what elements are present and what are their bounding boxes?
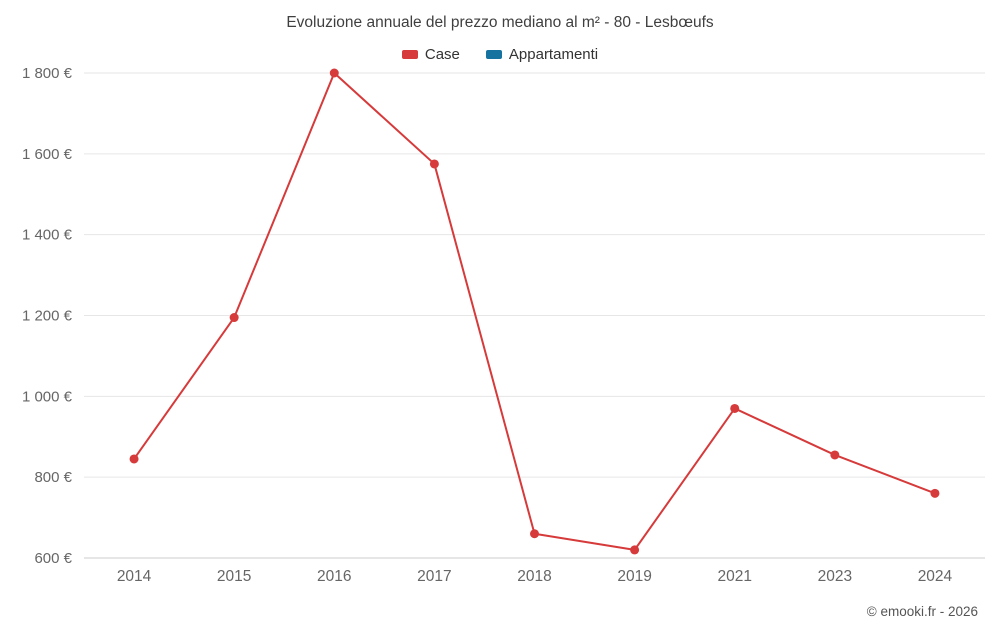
data-point-marker — [329, 68, 339, 78]
legend-item-case[interactable]: Case — [401, 46, 460, 63]
legend-label-case: Case — [424, 46, 460, 63]
data-point-marker — [530, 529, 539, 539]
series-line — [133, 72, 936, 551]
legend-swatch-case-icon — [401, 50, 418, 59]
x-tick-label: 2016 — [317, 568, 351, 585]
chart-title: Evoluzione annuale del prezzo mediano al… — [286, 14, 714, 31]
y-tick-label: 1 400 € — [22, 227, 73, 244]
y-tick-label: 1 200 € — [22, 308, 73, 325]
footer-credit: © emooki.fr - 2026 — [866, 604, 978, 619]
y-tick-label: 600 € — [34, 550, 72, 567]
x-tick-label: 2024 — [918, 568, 953, 585]
data-point-marker — [129, 454, 139, 464]
legend-swatch-appartamenti-icon — [485, 50, 502, 59]
x-tick-label: 2017 — [417, 568, 451, 585]
data-point-marker — [930, 488, 940, 498]
chart-legend: Case Appartamenti — [0, 46, 1000, 63]
data-point-marker — [630, 545, 640, 555]
x-tick-label: 2015 — [217, 568, 251, 585]
y-axis-labels: 600 € 800 € 1 000 € 1 200 € 1 400 € 1 600 € 1 … — [22, 65, 73, 567]
data-point-marker — [429, 159, 439, 169]
gridlines — [84, 72, 985, 559]
x-tick-label: 2021 — [717, 568, 751, 585]
y-tick-label: 800 € — [34, 469, 72, 486]
x-axis-labels: 2014 2015 2016 2017 2018 2019 2021 2023 2024 — [117, 568, 953, 585]
x-tick-label: 2014 — [117, 568, 152, 585]
data-point-marker — [830, 450, 840, 460]
y-tick-label: 1 000 € — [22, 388, 73, 405]
data-point-marker — [730, 403, 740, 413]
series-case — [129, 68, 940, 555]
x-tick-label: 2019 — [617, 568, 651, 585]
y-tick-label: 1 600 € — [22, 146, 73, 163]
y-tick-label: 1 800 € — [22, 65, 73, 82]
data-point-marker — [229, 313, 239, 323]
x-tick-label: 2023 — [818, 568, 852, 585]
x-tick-label: 2018 — [517, 568, 551, 585]
legend-label-appartamenti: Appartamenti — [508, 46, 599, 63]
legend-item-appartamenti[interactable]: Appartamenti — [485, 46, 599, 63]
